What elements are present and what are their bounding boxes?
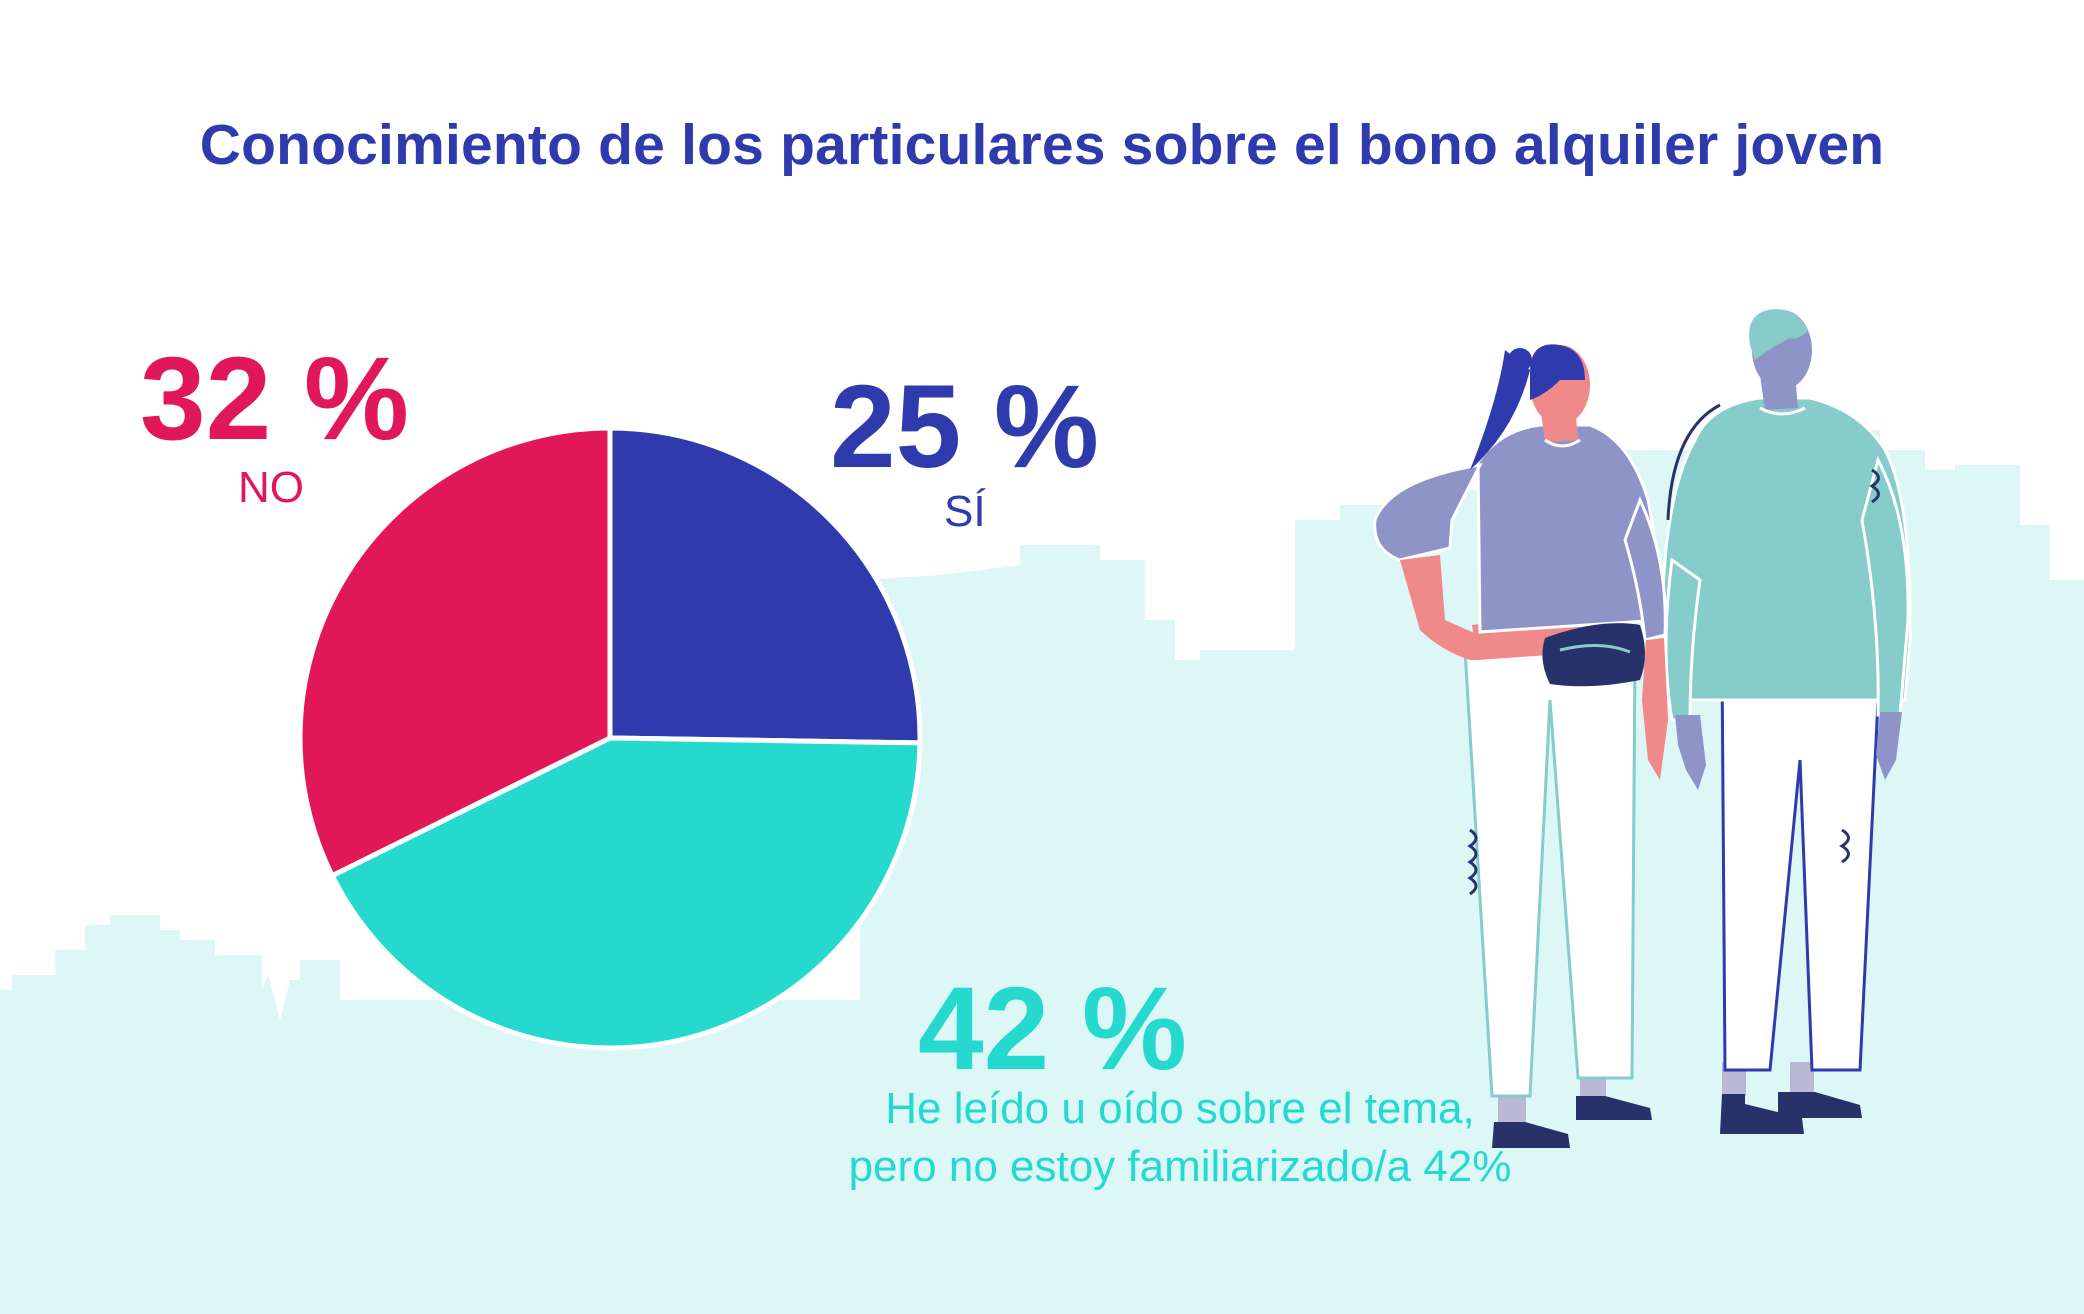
woman-figure xyxy=(1373,344,1668,1148)
si-label: SÍ xyxy=(944,487,986,536)
heard-description: He leído u oído sobre el tema, pero no e… xyxy=(610,1080,1750,1196)
chart-title: Conocimiento de los particulares sobre e… xyxy=(199,113,1885,177)
skyline-shape xyxy=(0,915,340,1314)
skyline-shape xyxy=(300,1000,900,1314)
pie-slice-1 xyxy=(607,425,923,746)
man-figure xyxy=(1661,309,1912,1134)
si-percentage-label: 25 % xyxy=(830,361,1099,493)
pie-slice-2 xyxy=(329,735,923,1051)
pie-slice-3 xyxy=(297,425,613,879)
heard-description-line-1: He leído u oído sobre el tema, xyxy=(885,1084,1475,1133)
no-label: NO xyxy=(238,463,304,512)
no-percentage-label: 32 % xyxy=(140,333,409,465)
heard-percentage-label: 42 % xyxy=(918,963,1187,1095)
heard-description-line-2: pero no estoy familiarizado/a 42% xyxy=(848,1142,1512,1191)
